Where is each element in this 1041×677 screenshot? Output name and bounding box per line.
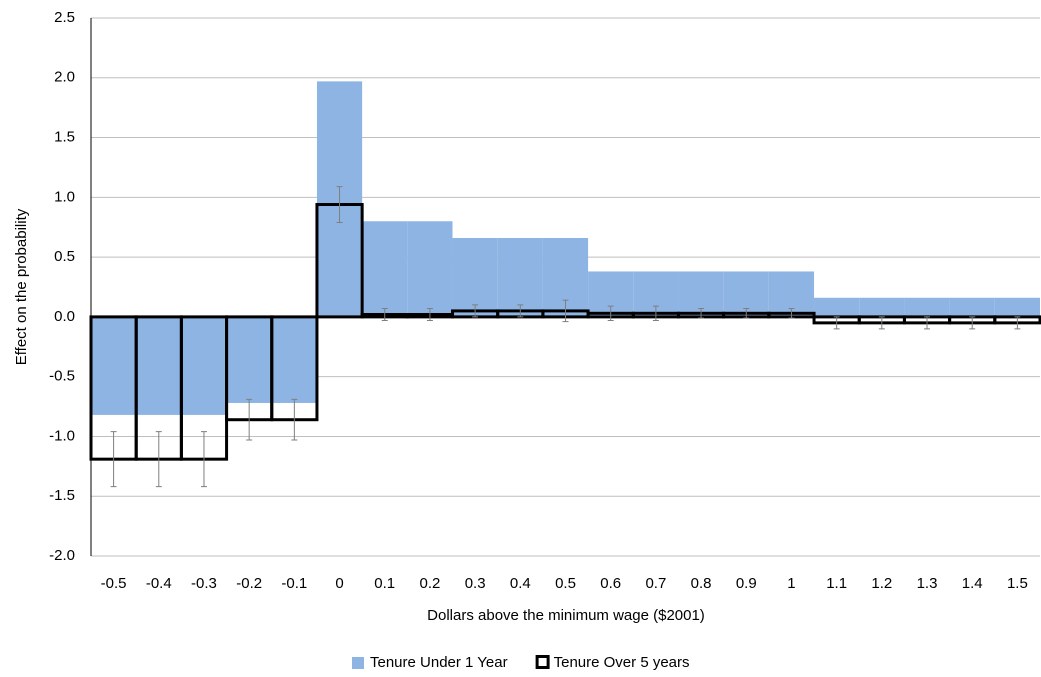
x-tick-label: 1.1	[826, 575, 847, 592]
y-tick-label: 1.0	[54, 188, 75, 205]
y-tick-label: -1.5	[49, 487, 75, 504]
legend-marker	[535, 655, 550, 669]
error-bar	[652, 305, 659, 321]
x-tick-label: 0.7	[645, 575, 666, 592]
x-tick-label: 0.5	[555, 575, 576, 592]
x-tick-label: 0.6	[600, 575, 621, 592]
bar	[452, 237, 498, 317]
bar	[226, 316, 272, 403]
error-bar	[426, 308, 433, 321]
error-bar	[924, 316, 931, 330]
bar	[497, 237, 543, 317]
error-bar	[472, 304, 479, 318]
x-tick-label: -0.4	[146, 575, 172, 592]
y-tick-label: 0.5	[54, 248, 75, 265]
error-bar	[336, 186, 343, 223]
error-bar	[788, 308, 795, 319]
error-bar	[562, 299, 569, 323]
bar	[949, 297, 995, 317]
legend-label: Tenure Over 5 years	[554, 654, 690, 671]
y-axis-title: Effect on the probability	[13, 208, 30, 365]
error-bar	[155, 431, 162, 488]
x-tick-label: -0.5	[101, 575, 127, 592]
error-bar	[1014, 316, 1021, 330]
x-tick-label: 0.1	[374, 575, 395, 592]
error-bar	[743, 308, 750, 319]
bar	[407, 221, 453, 317]
legend-marker	[352, 657, 364, 669]
error-bar	[833, 316, 840, 330]
error-bar	[291, 398, 298, 441]
y-tick-label: 0.0	[54, 308, 75, 325]
error-bar	[200, 431, 207, 488]
x-tick-label: 1.3	[917, 575, 938, 592]
x-tick-label: 0.3	[465, 575, 486, 592]
x-tick-label: 0.8	[691, 575, 712, 592]
x-tick-label: 0.9	[736, 575, 757, 592]
x-axis-title: Dollars above the minimum wage ($2001)	[427, 607, 705, 624]
x-tick-label: -0.3	[191, 575, 217, 592]
y-tick-label: 2.5	[54, 9, 75, 26]
x-tick-label: 1.5	[1007, 575, 1028, 592]
bar	[271, 316, 317, 403]
y-tick-label: 2.0	[54, 69, 75, 86]
error-bar	[878, 316, 885, 330]
x-tick-label: 1.4	[962, 575, 983, 592]
bar	[904, 297, 950, 317]
error-bar	[698, 308, 705, 319]
bar	[362, 221, 408, 317]
bar	[814, 297, 860, 317]
x-tick-label: 0.2	[419, 575, 440, 592]
error-bar	[517, 304, 524, 318]
bar	[994, 297, 1040, 317]
y-tick-label: 1.5	[54, 129, 75, 146]
bar	[859, 297, 905, 317]
bar	[91, 316, 137, 415]
y-tick-label: -2.0	[49, 547, 75, 564]
error-bar	[381, 308, 388, 321]
x-tick-label: -0.2	[236, 575, 262, 592]
error-bar	[607, 305, 614, 321]
x-tick-label: 0	[335, 575, 343, 592]
y-tick-label: -0.5	[49, 368, 75, 385]
error-bar	[246, 398, 253, 441]
x-tick-label: 0.4	[510, 575, 531, 592]
error-bar	[110, 431, 117, 488]
error-bar	[969, 316, 976, 330]
bar	[136, 316, 182, 415]
x-tick-label: 1.2	[871, 575, 892, 592]
x-tick-label: 1	[787, 575, 795, 592]
bar	[181, 316, 227, 415]
y-tick-label: -1.0	[49, 427, 75, 444]
x-tick-label: -0.1	[281, 575, 307, 592]
legend-label: Tenure Under 1 Year	[370, 654, 508, 671]
